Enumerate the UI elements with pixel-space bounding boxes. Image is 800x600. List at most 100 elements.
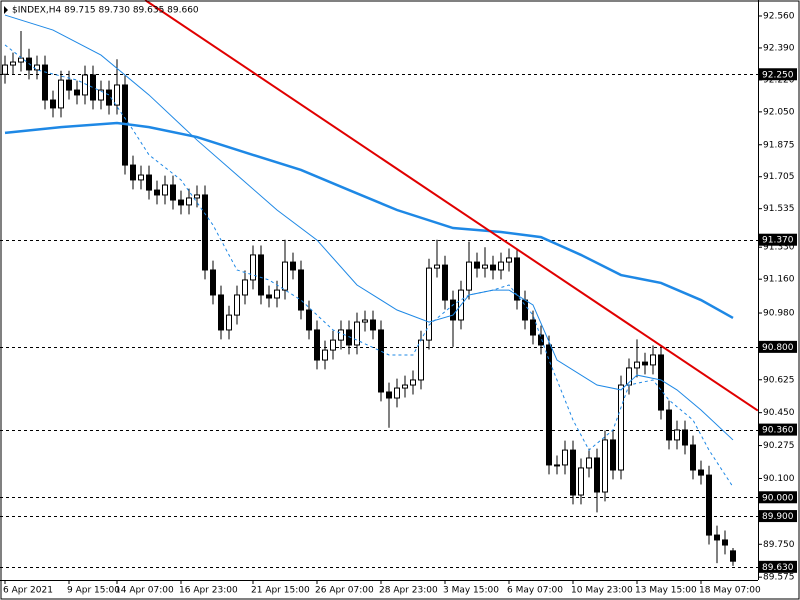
plot-area [0, 0, 758, 568]
candle-body [74, 89, 80, 96]
candle-body [410, 379, 416, 386]
y-tick-label: 91.160 [763, 275, 795, 285]
candle-body [386, 391, 392, 399]
candle-body [10, 61, 16, 66]
y-tick-label: 89.575 [763, 573, 795, 583]
candle-body [194, 194, 200, 199]
candle-body [346, 329, 352, 346]
level-price-label: 90.360 [762, 426, 794, 436]
candle-body [482, 264, 488, 269]
candle-body [530, 319, 536, 336]
x-tick-label: 18 May 07:00 [699, 586, 761, 596]
candle-body [42, 64, 48, 101]
y-tick-label: 89.750 [763, 540, 795, 550]
level-price-box [759, 491, 797, 504]
candle-body [354, 321, 360, 346]
candle-body [402, 384, 408, 389]
y-tick-label: 91.535 [763, 204, 795, 214]
candle-body [290, 261, 296, 271]
level-price-box [759, 560, 797, 573]
candle-body [242, 279, 248, 296]
candle-body [106, 89, 112, 106]
x-tick-label: 26 Apr 07:00 [315, 586, 374, 596]
level-price-label: 91.370 [762, 236, 794, 246]
candle-body [266, 294, 272, 299]
candle-body [50, 99, 56, 109]
y-tick-label: 92.050 [763, 107, 795, 117]
candle-body [154, 189, 160, 196]
x-tick-label: 28 Apr 23:00 [379, 586, 438, 596]
candle-body [90, 74, 96, 101]
level-price-box [759, 423, 797, 436]
candle-body [674, 429, 680, 441]
candle-body [146, 174, 152, 191]
candle-body [730, 550, 736, 562]
candle-body [394, 387, 400, 399]
candle-body [690, 444, 696, 471]
x-tick-label: 10 May 23:00 [571, 586, 633, 596]
candle-body [538, 334, 544, 346]
candle-body [602, 439, 608, 493]
x-tick-label: 21 Apr 15:00 [251, 586, 310, 596]
level-price-label: 90.800 [762, 343, 794, 353]
candle-body [114, 84, 120, 106]
candle-body [338, 329, 344, 341]
candle-body [178, 199, 184, 206]
x-tick-label: 13 May 15:00 [635, 586, 697, 596]
candle-body [466, 261, 472, 291]
candle-body [698, 469, 704, 476]
level-price-label: 90.000 [762, 493, 794, 503]
candle-body [594, 457, 600, 493]
candle-body [618, 384, 624, 471]
x-tick-label: 9 Apr 15:00 [67, 586, 120, 596]
candle-body [370, 319, 376, 331]
candle-body [162, 184, 168, 196]
x-tick-label: 6 May 07:00 [507, 586, 563, 596]
level-price-box [759, 233, 797, 246]
y-tick-label: 90.980 [763, 309, 795, 319]
candle-body [546, 344, 552, 466]
candle-body [66, 79, 72, 91]
candle-body [282, 261, 288, 291]
candle-body [98, 89, 104, 101]
candle-body [642, 361, 648, 366]
candle-body [322, 349, 328, 361]
candle-body [258, 254, 264, 296]
y-tick-label: 90.275 [763, 441, 795, 451]
candle-body [234, 294, 240, 316]
candle-body [722, 539, 728, 546]
candle-body [330, 339, 336, 351]
candle-body [562, 449, 568, 466]
y-tick-label: 90.625 [763, 375, 795, 385]
candle-body [650, 354, 656, 366]
trend-line [144, 0, 758, 412]
candle-body [570, 449, 576, 496]
y-tick-label: 90.450 [763, 408, 795, 418]
candle-body [506, 257, 512, 263]
x-tick-label: 14 Apr 07:00 [115, 586, 174, 596]
chart-title: $INDEX,H4 89.715 89.730 89.635 89.660 [12, 6, 199, 16]
candle-body [474, 261, 480, 269]
y-tick-label: 92.390 [763, 43, 795, 53]
candle-body [426, 267, 432, 341]
candle-body [18, 57, 24, 63]
candle-body [250, 254, 256, 281]
x-tick-label: 3 May 15:00 [443, 586, 499, 596]
level-price-box [759, 340, 797, 353]
candle-body [586, 457, 592, 469]
moving-average [4, 14, 734, 441]
candle-body [138, 174, 144, 181]
candle-body [578, 467, 584, 496]
candle-body [682, 429, 688, 446]
candle-body [202, 194, 208, 271]
level-price-label: 89.900 [762, 512, 794, 522]
moving-average [4, 44, 734, 488]
candle-body [634, 361, 640, 369]
candle-body [130, 164, 136, 181]
candle-body [442, 264, 448, 301]
candle-body [298, 269, 304, 311]
candle-body [2, 64, 8, 75]
x-tick-label: 6 Apr 2021 [3, 586, 53, 596]
